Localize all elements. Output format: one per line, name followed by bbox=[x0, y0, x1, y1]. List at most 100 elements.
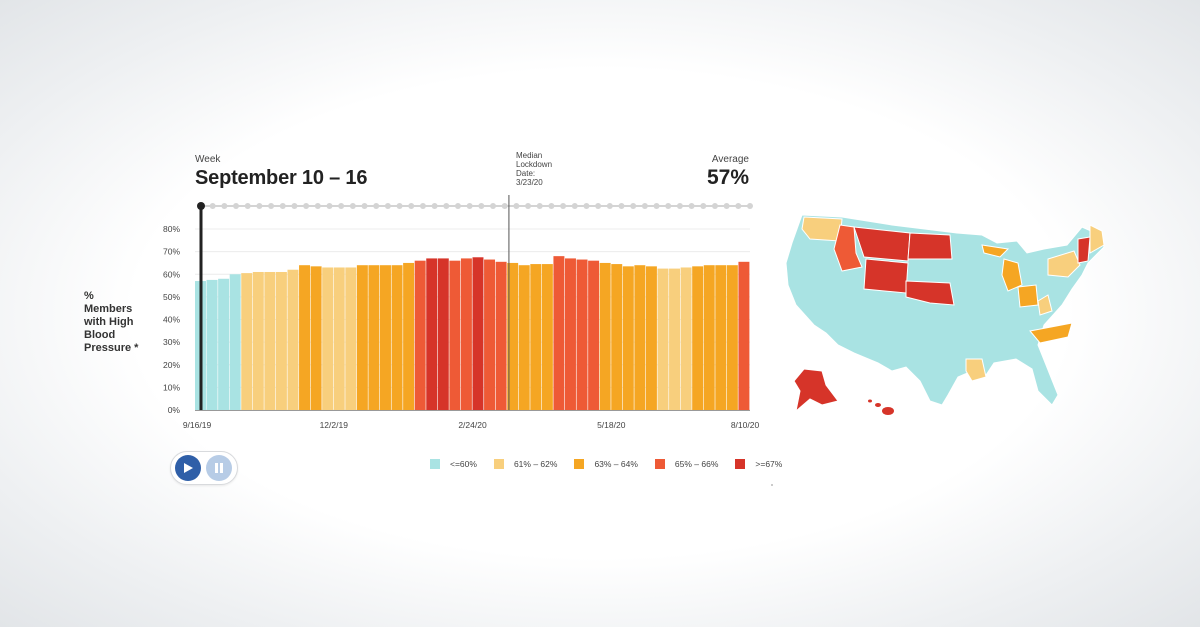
timeline-dot bbox=[244, 203, 251, 209]
timeline-dot bbox=[735, 203, 742, 209]
us-state-map bbox=[785, 214, 1105, 415]
x-tick-label: 5/18/20 bbox=[597, 420, 626, 430]
lockdown-note-line: Date: bbox=[516, 169, 536, 178]
bar bbox=[287, 269, 299, 410]
state-washington bbox=[801, 216, 843, 242]
bar bbox=[726, 265, 738, 410]
timeline-dot bbox=[431, 203, 438, 209]
state-hawaii-island bbox=[875, 403, 881, 407]
y-axis-label-line: Members bbox=[84, 303, 133, 315]
lockdown-note-line: 3/23/20 bbox=[516, 178, 543, 187]
bar bbox=[460, 258, 472, 410]
x-tick-label: 8/10/20 bbox=[731, 420, 760, 430]
current-week-handle bbox=[197, 202, 205, 210]
state-new-york bbox=[1047, 250, 1081, 278]
timeline-dot bbox=[711, 203, 718, 209]
timeline-dot bbox=[560, 203, 567, 209]
timeline-dot bbox=[221, 203, 228, 209]
timeline-dot bbox=[723, 203, 730, 209]
timeline-dot bbox=[583, 203, 590, 209]
bar bbox=[426, 258, 438, 410]
bar-chart: 0% 10% 20% 30% 40% 50% 60% 70% 80% 9/16/19 12/2/19… bbox=[163, 195, 760, 430]
average-value: 57% bbox=[706, 166, 749, 189]
legend-swatch bbox=[430, 459, 440, 469]
timeline-dot bbox=[268, 203, 275, 209]
bar bbox=[299, 265, 311, 410]
y-axis-label-line: Blood bbox=[84, 329, 116, 341]
timeline-dot bbox=[548, 203, 555, 209]
state-michigan-upper bbox=[981, 244, 1010, 258]
legend-item: 61% – 62% bbox=[493, 459, 558, 469]
timeline-dot bbox=[279, 203, 286, 209]
y-axis-label-line: % bbox=[84, 290, 94, 302]
timeline-dot bbox=[384, 203, 391, 209]
y-tick-label: 40% bbox=[163, 315, 180, 325]
timeline-dot bbox=[700, 203, 707, 209]
bar bbox=[437, 258, 449, 410]
bar bbox=[541, 264, 553, 410]
state-west-virginia bbox=[1037, 294, 1053, 316]
timeline-dot bbox=[501, 203, 508, 209]
timeline-dot bbox=[256, 203, 263, 209]
pause-button[interactable] bbox=[206, 455, 232, 481]
timeline-dot bbox=[419, 203, 426, 209]
timeline-dot bbox=[349, 203, 356, 209]
y-tick-label: 30% bbox=[163, 337, 180, 347]
bar bbox=[333, 267, 345, 410]
timeline-dot bbox=[373, 203, 380, 209]
timeline-dot bbox=[454, 203, 461, 209]
timeline-dot bbox=[676, 203, 683, 209]
timeline-dot bbox=[653, 203, 660, 209]
bar bbox=[264, 271, 276, 410]
timeline-dot bbox=[443, 203, 450, 209]
legend-swatch bbox=[654, 459, 665, 469]
lockdown-note-line: Median bbox=[516, 151, 543, 160]
bar bbox=[310, 266, 322, 410]
play-button[interactable] bbox=[175, 455, 201, 481]
timeline-dot bbox=[571, 203, 578, 209]
x-tick-label: 12/2/19 bbox=[320, 420, 349, 430]
legend-label: <=60% bbox=[450, 459, 477, 469]
state-vermont-nh bbox=[1077, 236, 1091, 264]
legend-item: <=60% bbox=[430, 459, 477, 469]
bar bbox=[645, 266, 657, 410]
timeline-dot bbox=[466, 203, 473, 209]
state-ohio bbox=[1017, 284, 1039, 308]
timeline-dot bbox=[361, 203, 368, 209]
bar bbox=[322, 267, 334, 410]
timeline-dot bbox=[513, 203, 520, 209]
bar bbox=[484, 259, 496, 410]
bar bbox=[565, 258, 576, 410]
lockdown-note: Median Lockdown Date: 3/23/20 bbox=[516, 151, 552, 187]
timeline-dot bbox=[291, 203, 298, 209]
bar bbox=[345, 267, 357, 410]
state-montana bbox=[853, 226, 911, 262]
bar bbox=[588, 260, 600, 410]
bar bbox=[518, 265, 530, 410]
y-tick-label: 20% bbox=[163, 360, 180, 370]
legend-label: 65% – 66% bbox=[674, 459, 719, 469]
timeline-dot bbox=[314, 203, 321, 209]
timeline-dot bbox=[338, 203, 345, 209]
timeline-dot bbox=[606, 203, 613, 209]
state-nebraska bbox=[905, 280, 955, 306]
bar bbox=[391, 265, 403, 410]
bar bbox=[229, 274, 241, 410]
bar bbox=[206, 279, 218, 410]
bar bbox=[553, 256, 565, 410]
timeline-dot bbox=[747, 203, 753, 209]
state-louisiana bbox=[965, 358, 987, 382]
bar bbox=[449, 260, 461, 410]
x-tick-label: 2/24/20 bbox=[458, 420, 487, 430]
bar bbox=[472, 257, 484, 410]
bar bbox=[657, 268, 669, 410]
play-icon bbox=[184, 463, 193, 473]
y-tick-label: 60% bbox=[163, 269, 180, 279]
legend-label: >=67% bbox=[755, 459, 783, 469]
bar bbox=[507, 262, 519, 410]
decorative-dot bbox=[771, 484, 773, 486]
legend-label: 61% – 62% bbox=[513, 459, 558, 469]
legend-item: 65% – 66% bbox=[654, 459, 719, 469]
bar bbox=[576, 259, 588, 410]
y-tick-label: 80% bbox=[163, 224, 180, 234]
